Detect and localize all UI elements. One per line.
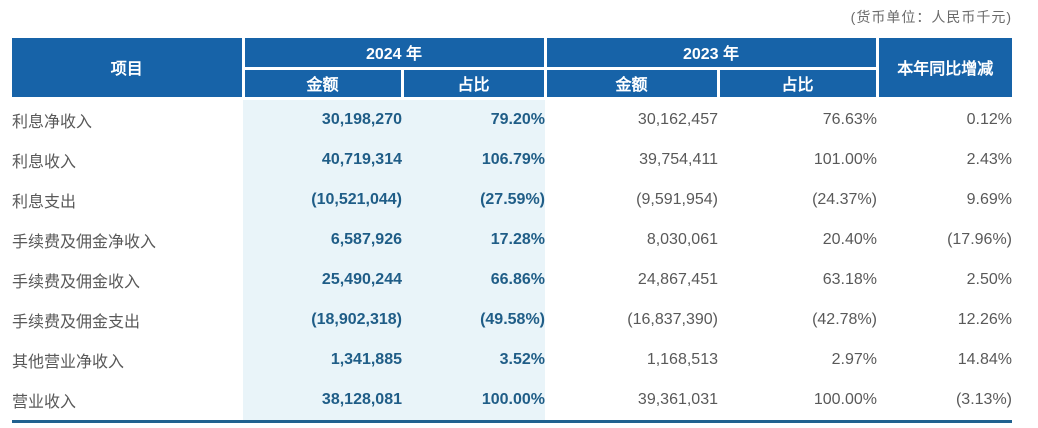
cell-amount-2024: 38,128,081: [243, 379, 402, 423]
cell-amount-2024: (18,902,318): [243, 299, 402, 340]
table-row: 利息收入 40,719,314 106.79% 39,754,411 101.00% 2.…: [12, 139, 1012, 180]
col-header-ratio-2023: 占比: [716, 66, 877, 100]
cell-ratio-2024: 106.79%: [402, 139, 545, 180]
cell-yoy: 12.26%: [957, 310, 1012, 328]
cell-amount-2023: 39,754,411: [639, 150, 718, 168]
cell-ratio-2023: 63.18%: [822, 270, 877, 288]
cell-yoy: 9.69%: [966, 190, 1012, 208]
cell-ratio-2023: 20.40%: [822, 230, 877, 248]
table-row: 手续费及佣金净收入 6,587,926 17.28% 8,030,061 20.40% (…: [12, 219, 1012, 260]
cell-amount-2024: 25,490,244: [243, 259, 402, 300]
col-group-2023: 2023 年: [543, 38, 879, 70]
row-label: 利息支出: [12, 193, 77, 211]
cell-ratio-2024: 17.28%: [402, 219, 545, 260]
table-header: 项目 2024 年 2023 年 本年同比增减 金额 占比 金额 占比: [12, 38, 1012, 100]
cell-yoy: 0.12%: [966, 110, 1012, 128]
cell-ratio-2024: (49.58%): [402, 299, 545, 340]
cell-amount-2023: 1,168,513: [646, 350, 718, 368]
cell-ratio-2024: (27.59%): [402, 179, 545, 220]
cell-ratio-2023: 76.63%: [822, 110, 877, 128]
cell-amount-2024: 40,719,314: [243, 139, 402, 180]
cell-amount-2023: (9,591,954): [636, 190, 718, 208]
cell-ratio-2024: 66.86%: [402, 259, 545, 300]
row-label: 手续费及佣金净收入: [12, 233, 157, 251]
cell-amount-2023: 39,361,031: [545, 379, 718, 423]
cell-amount-2023: 30,162,457: [637, 110, 718, 128]
table-row: 手续费及佣金收入 25,490,244 66.86% 24,867,451 63.18%…: [12, 259, 1012, 300]
cell-yoy: 14.84%: [957, 350, 1012, 368]
table-row: 其他营业净收入 1,341,885 3.52% 1,168,513 2.97% 14.84…: [12, 339, 1012, 380]
cell-amount-2023: 24,867,451: [637, 270, 718, 288]
cell-ratio-2024: 100.00%: [402, 379, 545, 423]
cell-amount-2024: (10,521,044): [243, 179, 402, 220]
row-label: 手续费及佣金收入: [12, 273, 141, 291]
row-label: 其他营业净收入: [12, 353, 125, 371]
table-body: 利息净收入 30,198,270 79.20% 30,162,457 76.63% 0.1…: [12, 98, 1012, 423]
col-header-amount-2023: 金额: [543, 66, 720, 100]
cell-amount-2024: 30,198,270: [243, 98, 402, 140]
cell-ratio-2023: (24.37%): [812, 190, 877, 208]
cell-amount-2023: (16,837,390): [627, 310, 718, 328]
row-label: 营业收入: [12, 379, 243, 423]
cell-ratio-2024: 79.20%: [402, 98, 545, 140]
cell-amount-2023: 8,030,061: [646, 230, 718, 248]
table-row: 营业收入 38,128,081 100.00% 39,361,031 100.00% (3…: [12, 379, 1012, 423]
table-row: 利息支出 (10,521,044) (27.59%) (9,591,954) (24.3…: [12, 179, 1012, 220]
row-label: 利息净收入: [12, 113, 93, 131]
table-row: 手续费及佣金支出 (18,902,318) (49.58%) (16,837,390)…: [12, 299, 1012, 340]
cell-amount-2024: 6,587,926: [243, 219, 402, 260]
cell-yoy: (17.96%): [947, 230, 1012, 248]
cell-ratio-2023: 2.97%: [831, 350, 877, 368]
cell-ratio-2023: 101.00%: [813, 150, 877, 168]
col-header-yoy: 本年同比增减: [875, 38, 1012, 100]
col-group-2024: 2024 年: [241, 38, 547, 70]
row-label: 手续费及佣金支出: [12, 313, 141, 331]
cell-yoy: 2.50%: [966, 270, 1012, 288]
cell-ratio-2023: 100.00%: [718, 379, 877, 423]
cell-amount-2024: 1,341,885: [243, 339, 402, 380]
col-header-ratio-2024: 占比: [400, 66, 547, 100]
cell-yoy: (3.13%): [877, 379, 1012, 423]
row-label: 利息收入: [12, 153, 77, 171]
cell-ratio-2023: (42.78%): [812, 310, 877, 328]
table-row: 利息净收入 30,198,270 79.20% 30,162,457 76.63% 0.1…: [12, 98, 1012, 140]
cell-yoy: 2.43%: [966, 150, 1012, 168]
cell-ratio-2024: 3.52%: [402, 339, 545, 380]
income-statement-table: 项目 2024 年 2023 年 本年同比增减 金额 占比 金额 占比 利息净收…: [12, 38, 1012, 423]
col-header-amount-2024: 金额: [243, 66, 404, 100]
currency-unit-note: (货币单位：人民币千元): [850, 9, 1012, 25]
col-header-item: 项目: [12, 38, 245, 100]
